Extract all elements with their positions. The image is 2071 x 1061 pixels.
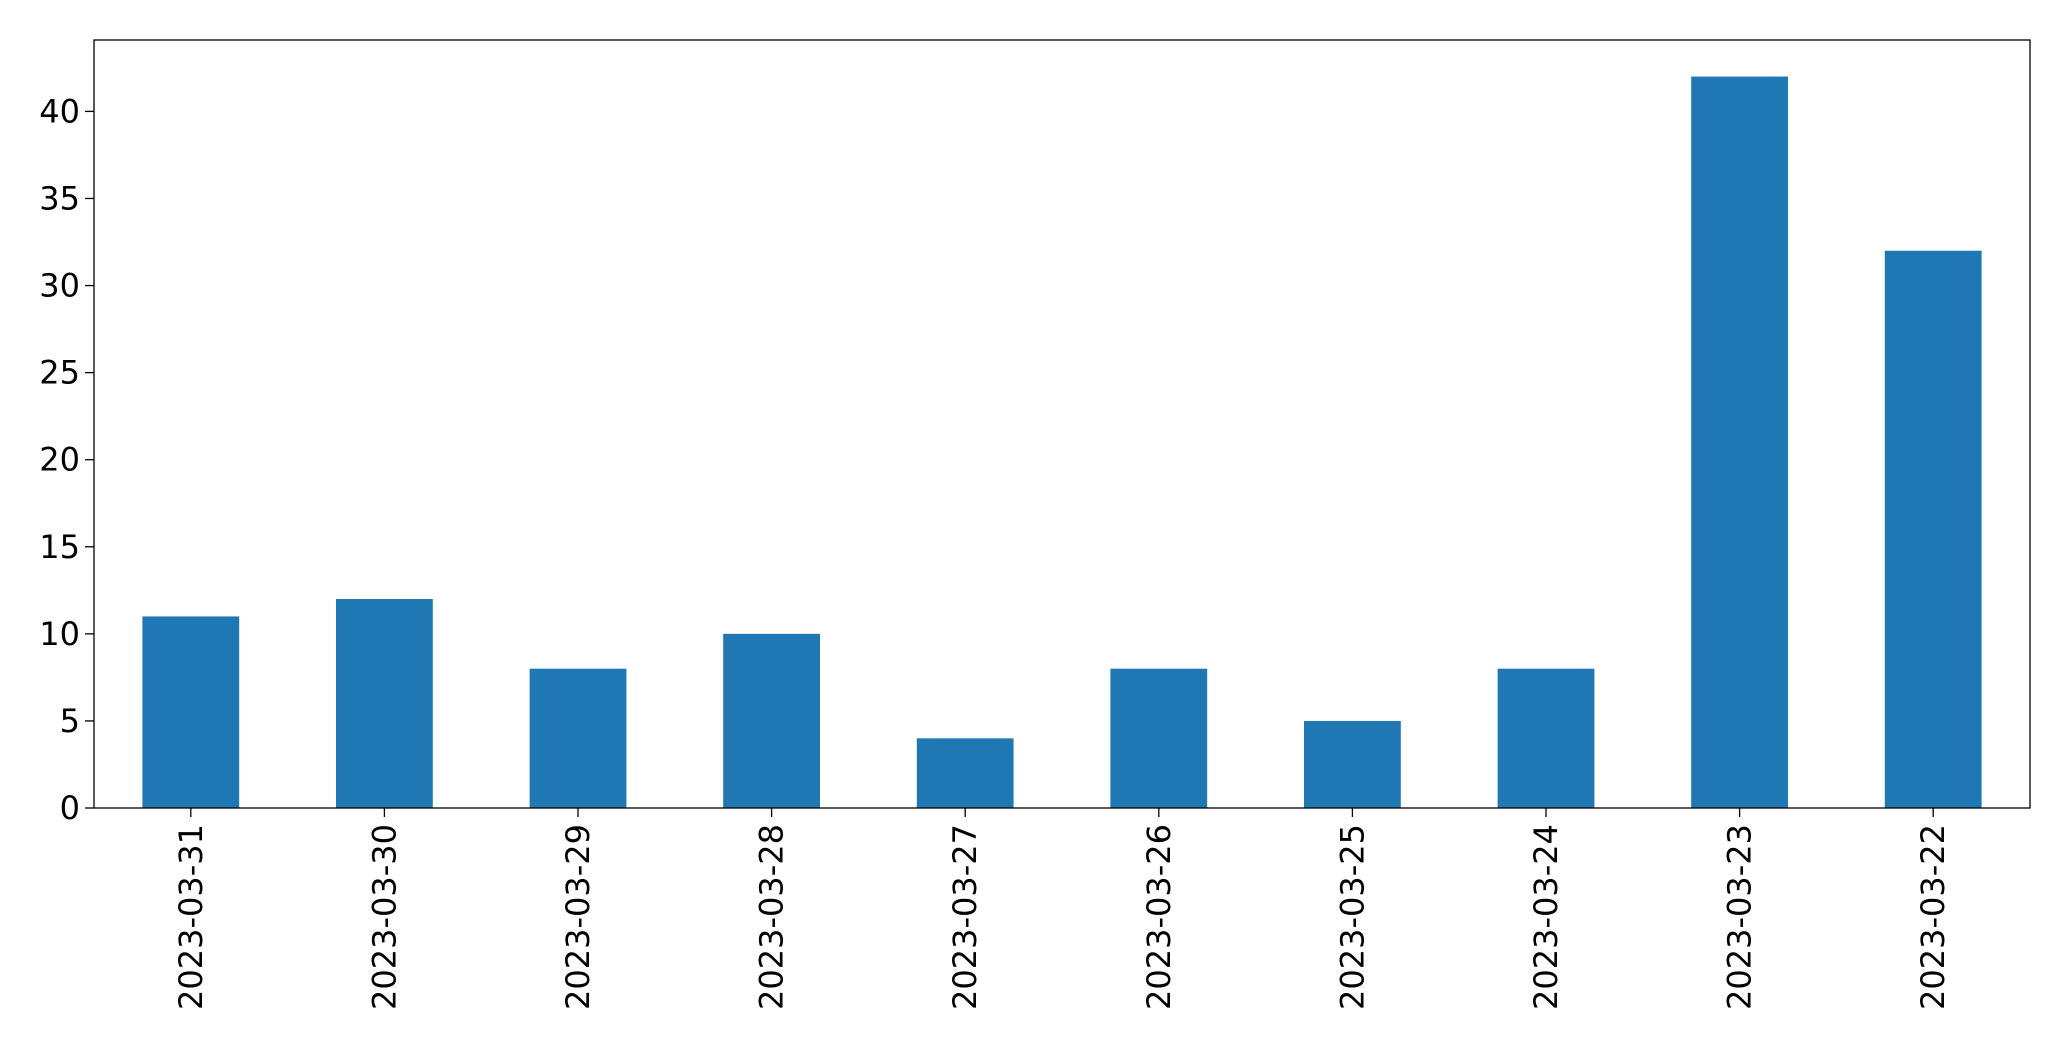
y-tick-label: 25 (39, 354, 80, 392)
y-tick-label: 15 (39, 528, 80, 566)
x-tick-label: 2023-03-31 (172, 824, 210, 1010)
y-tick-label: 5 (60, 702, 80, 740)
bar (723, 633, 820, 808)
x-tick-label: 2023-03-29 (559, 824, 597, 1010)
bar (529, 668, 627, 808)
x-tick-label: 2023-03-27 (946, 824, 984, 1010)
x-tick-label: 2023-03-25 (1333, 824, 1371, 1010)
axes-frame (93, 39, 2031, 809)
y-tick-label: 40 (39, 92, 80, 130)
x-tick-label: 2023-03-22 (1914, 824, 1952, 1010)
bar (1497, 668, 1595, 808)
x-tick-label: 2023-03-26 (1140, 824, 1178, 1010)
y-tick-label: 0 (60, 789, 80, 827)
bar (916, 738, 1014, 808)
bar (1110, 668, 1208, 808)
bar (336, 599, 433, 808)
x-tick-label: 2023-03-28 (753, 824, 791, 1010)
x-tick-label: 2023-03-24 (1527, 824, 1565, 1010)
bar (1884, 250, 1982, 809)
y-tick-label: 10 (39, 615, 80, 653)
y-tick-label: 30 (39, 267, 80, 305)
bar (142, 616, 240, 808)
x-tick-label: 2023-03-23 (1721, 824, 1759, 1010)
bar (1691, 76, 1788, 809)
x-tick-label: 2023-03-30 (365, 824, 403, 1010)
bar (1304, 720, 1401, 808)
y-tick-label: 35 (39, 179, 80, 217)
y-tick-label: 20 (39, 441, 80, 479)
